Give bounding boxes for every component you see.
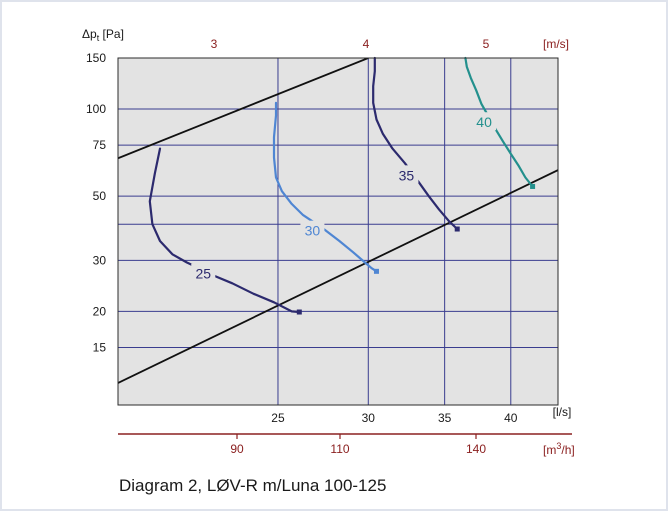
series-30: 30 (272, 101, 379, 274)
pressure-airflow-chart: 25 30 35 40 15 20 30 50 75 100 150 Δpt [Pa] 3 4 5 [m/s… (82, 27, 575, 457)
x2-tick-label-90: 90 (230, 442, 244, 456)
x-tick-label-30: 30 (362, 411, 376, 425)
top-tick-label-4: 4 (363, 37, 370, 51)
x-axis-label: [l/s] (553, 405, 572, 419)
x2-axis-label: [m3/h] (543, 441, 575, 457)
series-end-marker-40 (530, 183, 536, 189)
y-tick-label-15: 15 (93, 341, 107, 355)
y-axis-label: Δpt [Pa] (82, 27, 124, 43)
boundary-line-1 (118, 58, 369, 160)
y-tick-label-100: 100 (86, 102, 106, 116)
series-label-25: 25 (195, 266, 211, 282)
top-tick-label-5: 5 (483, 37, 490, 51)
y-tick-label-50: 50 (93, 189, 107, 203)
series-end-marker-30 (373, 268, 379, 274)
top-tick-label-3: 3 (211, 37, 218, 51)
boundary-lines (118, 58, 558, 384)
series-label-35: 35 (399, 167, 415, 183)
series-25: 25 (148, 147, 302, 315)
x-tick-label-40: 40 (504, 411, 518, 425)
plot-area (118, 58, 558, 405)
diagram-caption: Diagram 2, LØV-R m/Luna 100-125 (119, 476, 387, 495)
series-35: 35 (372, 56, 460, 232)
x-tick-label-25: 25 (271, 411, 285, 425)
series-end-marker-35 (454, 226, 460, 232)
axes: 15 20 30 50 75 100 150 Δpt [Pa] 3 4 5 [m/s] 25 30 35 40… (82, 27, 575, 457)
series-curves: 25 30 35 40 (148, 56, 536, 315)
y-tick-label-75: 75 (93, 138, 107, 152)
x2-tick-label-110: 110 (330, 442, 349, 456)
y-tick-label-20: 20 (93, 304, 107, 318)
plot-frame (117, 57, 559, 406)
boundary-line-2 (118, 169, 558, 384)
series-label-40: 40 (476, 114, 492, 130)
top-axis-label: [m/s] (543, 37, 569, 51)
y-tick-label-30: 30 (93, 253, 107, 267)
x-tick-label-35: 35 (438, 411, 452, 425)
y-tick-label-150: 150 (86, 51, 106, 65)
series-end-marker-25 (296, 309, 302, 315)
x2-tick-label-140: 140 (466, 442, 486, 456)
series-line-35 (372, 56, 459, 231)
series-label-30: 30 (305, 223, 321, 239)
series-line-30 (272, 101, 378, 273)
series-40: 40 (464, 56, 536, 189)
